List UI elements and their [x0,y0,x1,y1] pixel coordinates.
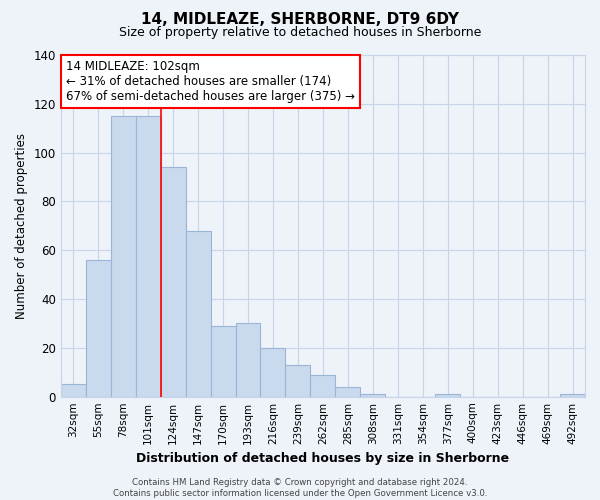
Y-axis label: Number of detached properties: Number of detached properties [15,133,28,319]
Text: Size of property relative to detached houses in Sherborne: Size of property relative to detached ho… [119,26,481,39]
Bar [111,116,136,396]
Bar [61,384,86,396]
X-axis label: Distribution of detached houses by size in Sherborne: Distribution of detached houses by size … [136,452,509,465]
Text: Contains HM Land Registry data © Crown copyright and database right 2024.
Contai: Contains HM Land Registry data © Crown c… [113,478,487,498]
Bar [185,230,211,396]
Bar [335,387,361,396]
Text: 14, MIDLEAZE, SHERBORNE, DT9 6DY: 14, MIDLEAZE, SHERBORNE, DT9 6DY [141,12,459,28]
Bar [310,374,335,396]
Bar [161,168,185,396]
Bar [361,394,385,396]
Bar [560,394,585,396]
Text: 14 MIDLEAZE: 102sqm
← 31% of detached houses are smaller (174)
67% of semi-detac: 14 MIDLEAZE: 102sqm ← 31% of detached ho… [66,60,355,103]
Bar [435,394,460,396]
Bar [211,326,236,396]
Bar [260,348,286,397]
Bar [136,116,161,396]
Bar [86,260,111,396]
Bar [286,365,310,396]
Bar [236,324,260,396]
